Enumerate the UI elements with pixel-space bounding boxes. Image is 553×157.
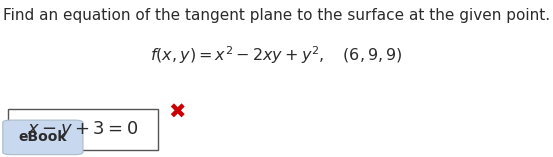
- FancyBboxPatch shape: [3, 120, 83, 155]
- FancyBboxPatch shape: [8, 109, 158, 150]
- Text: Find an equation of the tangent plane to the surface at the given point.: Find an equation of the tangent plane to…: [3, 8, 550, 23]
- Text: $f(x, y) = x^2 - 2xy + y^2, \quad (6, 9, 9)$: $f(x, y) = x^2 - 2xy + y^2, \quad (6, 9,…: [150, 44, 403, 66]
- Text: ✖: ✖: [168, 103, 186, 123]
- Text: $x - y + 3 = 0$: $x - y + 3 = 0$: [27, 119, 139, 140]
- Text: eBook: eBook: [19, 130, 67, 144]
